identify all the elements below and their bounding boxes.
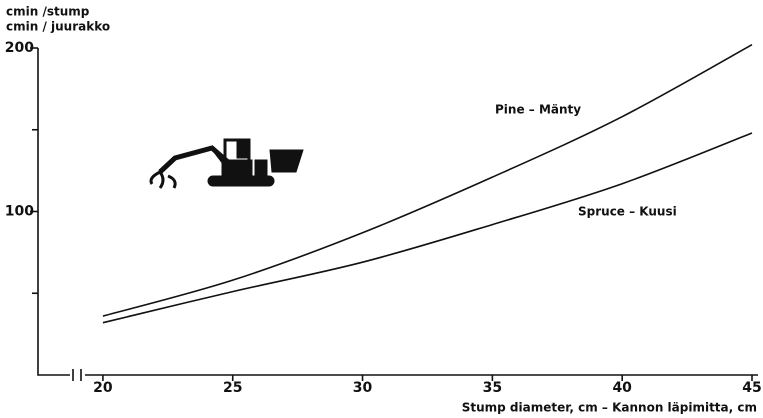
line: [103, 133, 752, 323]
y-tick-label: 100: [5, 204, 34, 220]
x-tick-label: 25: [223, 380, 242, 396]
x-tick-label: 30: [353, 380, 373, 396]
x-tick-label: 40: [612, 380, 632, 396]
y-axis: [38, 48, 70, 375]
x-tick-label: 35: [483, 380, 502, 396]
y-axis-label: cmin /stump: [6, 5, 90, 19]
line: [103, 45, 752, 316]
harvester-icon: [151, 140, 303, 188]
series-label: Spruce – Kuusi: [578, 205, 677, 219]
series-label: Pine – Mänty: [495, 103, 581, 117]
x-tick-label: 45: [742, 380, 761, 396]
y-axis-label: cmin / juurakko: [6, 20, 110, 34]
x-tick-label: 20: [93, 380, 113, 396]
axis-break: [73, 369, 81, 381]
x-axis-label: Stump diameter, cm – Kannon läpimitta, c…: [462, 401, 757, 415]
y-tick-label: 200: [5, 40, 34, 56]
chart: cmin /stump cmin / juurakko Stump diamet…: [0, 0, 763, 418]
